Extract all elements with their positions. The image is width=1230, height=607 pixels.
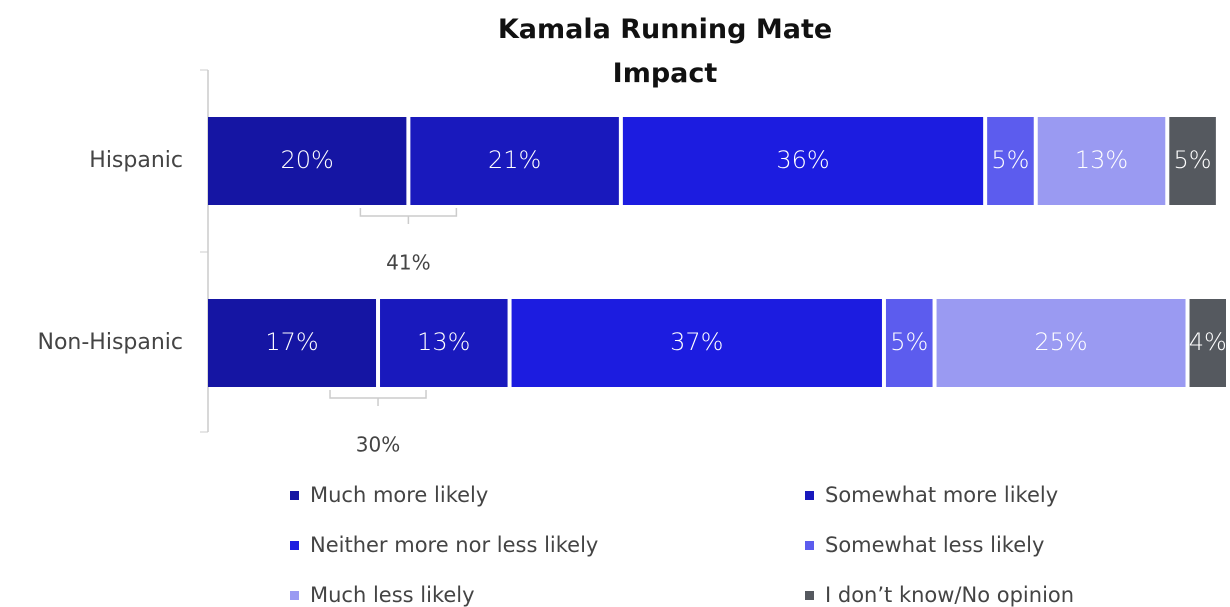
annotation-bracket <box>329 390 427 399</box>
bar-segment <box>1169 117 1216 205</box>
category-label: Non-Hispanic <box>37 330 183 355</box>
bar-segment <box>885 299 933 387</box>
value-label: 21% <box>488 146 541 174</box>
value-label: 25% <box>1034 328 1087 356</box>
value-label: 5% <box>890 328 928 356</box>
value-label: 5% <box>1174 146 1212 174</box>
legend-swatch <box>290 591 299 600</box>
legend-label: I don’t know/No opinion <box>825 583 1074 607</box>
annotation-bracket <box>359 208 458 217</box>
bar-segment <box>987 117 1034 205</box>
legend-label: Much less likely <box>310 583 475 607</box>
value-label: 17% <box>265 328 318 356</box>
bar-segment <box>380 299 508 387</box>
annotation-label: 41% <box>386 251 430 275</box>
legend-swatch <box>805 591 814 600</box>
bar-segment <box>1037 117 1166 205</box>
bar-segment <box>208 299 377 387</box>
bar-segment <box>410 117 619 205</box>
chart-title: Kamala Running Mate Impact <box>497 14 833 89</box>
legend-label: Neither more nor less likely <box>310 533 598 557</box>
value-label: 4% <box>1189 328 1227 356</box>
bar-segment <box>511 299 882 387</box>
legend-swatch <box>290 541 299 550</box>
value-label: 37% <box>670 328 723 356</box>
bar-segment <box>622 117 984 205</box>
legend-label: Much more likely <box>310 483 488 507</box>
value-label: 36% <box>776 146 829 174</box>
value-label: 13% <box>417 328 470 356</box>
legend-label: Somewhat less likely <box>825 533 1044 557</box>
legend-swatch <box>290 491 299 500</box>
value-label: 13% <box>1075 146 1128 174</box>
category-label: Hispanic <box>89 148 183 173</box>
bar-segment <box>1189 299 1226 387</box>
legend-swatch <box>805 541 814 550</box>
annotation-label: 30% <box>356 433 400 457</box>
value-label: 5% <box>991 146 1029 174</box>
bar-segment <box>208 117 407 205</box>
bar-segment <box>936 299 1186 387</box>
legend-swatch <box>805 491 814 500</box>
legend-label: Somewhat more likely <box>825 483 1058 507</box>
value-label: 20% <box>281 146 334 174</box>
